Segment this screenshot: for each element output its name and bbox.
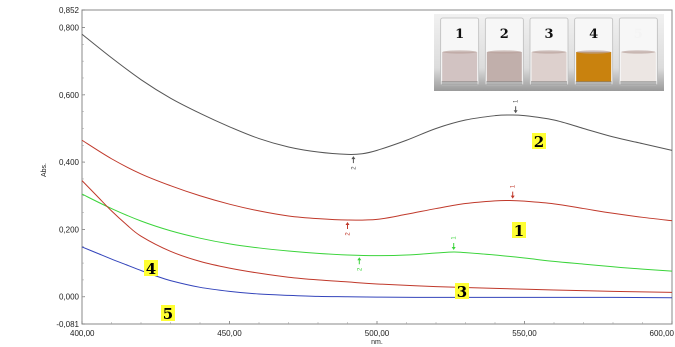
y-axis-title: Abs. xyxy=(41,163,48,177)
vial-meniscus xyxy=(532,50,566,54)
vial-meniscus xyxy=(487,50,522,54)
curve-label-3: 3 xyxy=(455,283,469,301)
vial-meniscus xyxy=(576,50,611,54)
vial-meniscus xyxy=(442,50,477,54)
vial-liquid xyxy=(576,52,612,82)
vial-1: 1 xyxy=(440,17,480,86)
x-axis: 400,00 450,00 500,00 550,00 600,00 xyxy=(70,321,675,338)
curve-labels: 2 1 3 4 5 xyxy=(144,133,546,323)
vial-liquid xyxy=(531,52,567,82)
peak-marker-label: 1 xyxy=(511,184,517,188)
vial-number: 5 xyxy=(634,27,643,42)
y-tick-label: 0,000 xyxy=(59,293,80,302)
y-axis: 0,852 0,800 0,600 0,400 0,200 0,000 -0,081 xyxy=(56,6,85,329)
vial-2: 2 xyxy=(484,17,524,86)
vial-number: 1 xyxy=(455,27,464,42)
y-tick-label: 0,852 xyxy=(59,6,80,15)
vial-base xyxy=(620,81,657,85)
peak-marker-label: 1 xyxy=(452,236,458,240)
x-tick-label: 400,00 xyxy=(70,329,95,338)
curve-label-box xyxy=(532,133,546,149)
series-line-4 xyxy=(81,246,673,299)
curve-label-box xyxy=(512,222,526,238)
y-tick-label: 0,400 xyxy=(59,158,80,167)
vial-meniscus xyxy=(621,50,656,54)
y-tick-label: 0,800 xyxy=(59,24,80,33)
x-tick-label: 450,00 xyxy=(217,329,242,338)
curve-label-box xyxy=(144,260,158,276)
curve-label-1: 1 xyxy=(512,222,526,240)
series-line-3 xyxy=(81,180,673,293)
peak-marker-head xyxy=(510,195,515,199)
vial-liquid xyxy=(486,52,522,82)
vial-number: 2 xyxy=(500,27,509,42)
vial-base xyxy=(441,81,478,85)
series-line-2 xyxy=(81,193,673,272)
curve-label-text: 4 xyxy=(146,260,156,278)
peak-marker-label: 2 xyxy=(351,166,357,170)
vial-base xyxy=(575,81,612,85)
series-line-0 xyxy=(81,33,673,155)
x-axis-title: nm. xyxy=(371,339,383,346)
peak-markers: 2 1 2 1 2 1 xyxy=(345,99,520,271)
x-tick-label: 500,00 xyxy=(365,329,390,338)
vial-number: 3 xyxy=(544,27,553,42)
vial-4: 4 xyxy=(574,17,614,86)
curve-label-text: 1 xyxy=(514,222,524,240)
peak-marker-label: 2 xyxy=(346,232,352,236)
curve-label-text: 5 xyxy=(163,305,173,323)
y-tick-label: 0,200 xyxy=(59,225,80,234)
x-tick-label: 600,00 xyxy=(650,329,675,338)
y-tick-label: 0,600 xyxy=(59,91,80,100)
vial-liquid xyxy=(442,52,478,82)
curve-label-4: 4 xyxy=(144,260,158,278)
peak-marker-head xyxy=(345,222,350,226)
curve-label-2: 2 xyxy=(532,133,546,151)
peak-marker-label: 1 xyxy=(514,99,520,103)
vial-liquid xyxy=(620,52,656,82)
peak-marker-head xyxy=(451,246,456,250)
curve-label-text: 3 xyxy=(457,283,467,301)
peak-marker-head xyxy=(351,156,356,160)
vial-5: 5 xyxy=(618,17,658,86)
curve-label-text: 2 xyxy=(534,133,544,151)
curve-label-box xyxy=(161,305,175,321)
vial-base xyxy=(486,81,523,85)
vial-base xyxy=(531,81,567,85)
peak-marker-label: 2 xyxy=(357,267,363,271)
peak-marker-head xyxy=(513,110,518,114)
peak-marker-head xyxy=(357,257,362,261)
curve-label-5: 5 xyxy=(161,305,175,323)
x-tick-label: 550,00 xyxy=(512,329,537,338)
curve-label-box xyxy=(455,283,469,299)
vial-3: 3 xyxy=(529,17,569,86)
vial-photo-inset: 1 2 3 4 5 xyxy=(434,14,664,91)
y-tick-label: -0,081 xyxy=(56,320,79,329)
series-line-1 xyxy=(81,139,673,222)
vial-number: 4 xyxy=(589,27,598,42)
series-layer xyxy=(81,33,673,299)
